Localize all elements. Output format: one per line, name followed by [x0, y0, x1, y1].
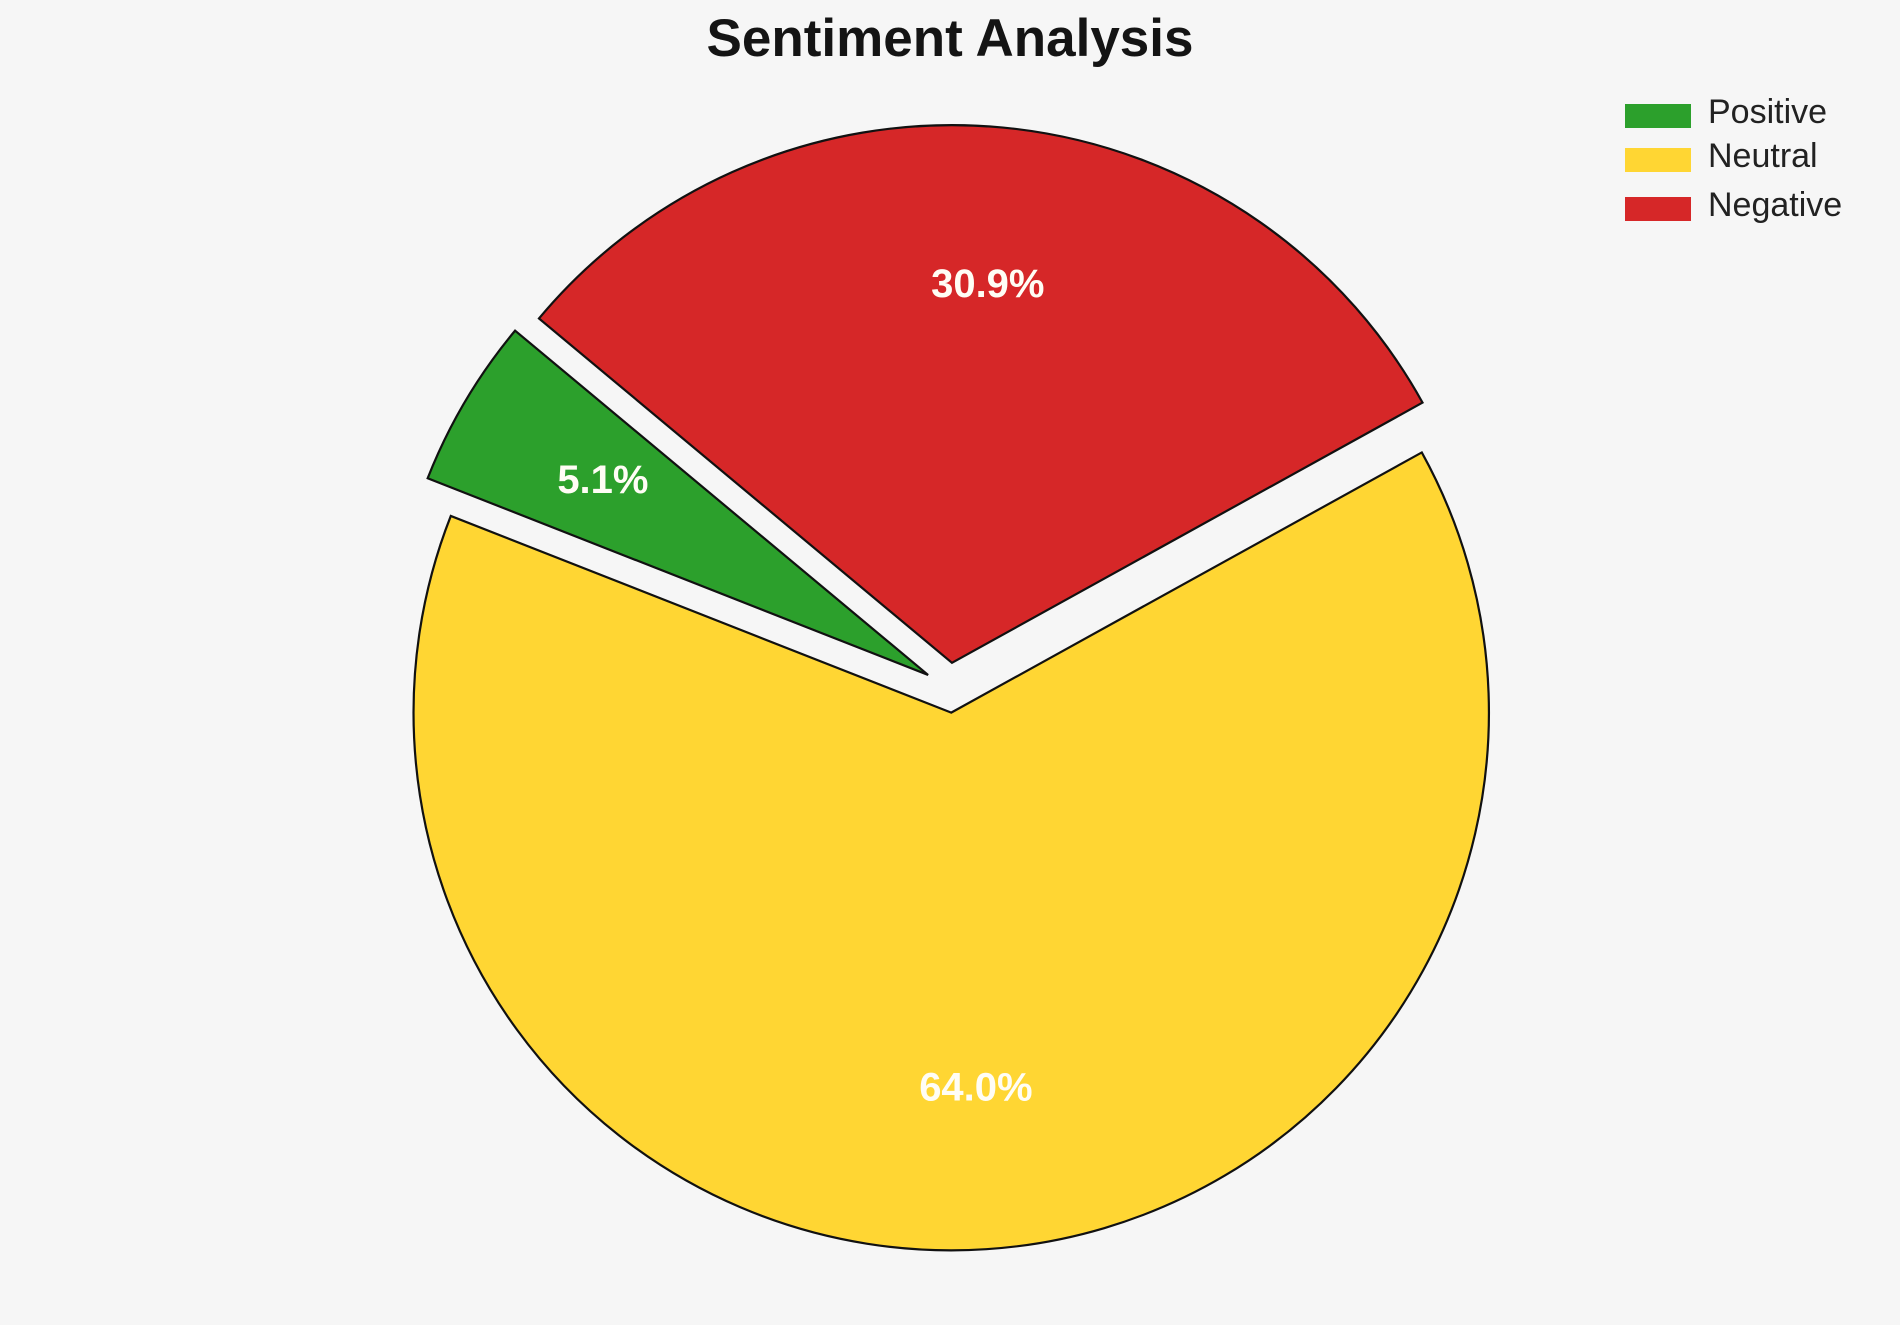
svg-text:Negative: Negative	[1708, 186, 1842, 224]
svg-text:Neutral: Neutral	[1708, 137, 1818, 175]
svg-text:64.0%: 64.0%	[919, 1065, 1032, 1109]
svg-text:30.9%: 30.9%	[931, 262, 1044, 306]
svg-text:5.1%: 5.1%	[557, 458, 648, 502]
svg-text:Positive: Positive	[1708, 93, 1827, 131]
